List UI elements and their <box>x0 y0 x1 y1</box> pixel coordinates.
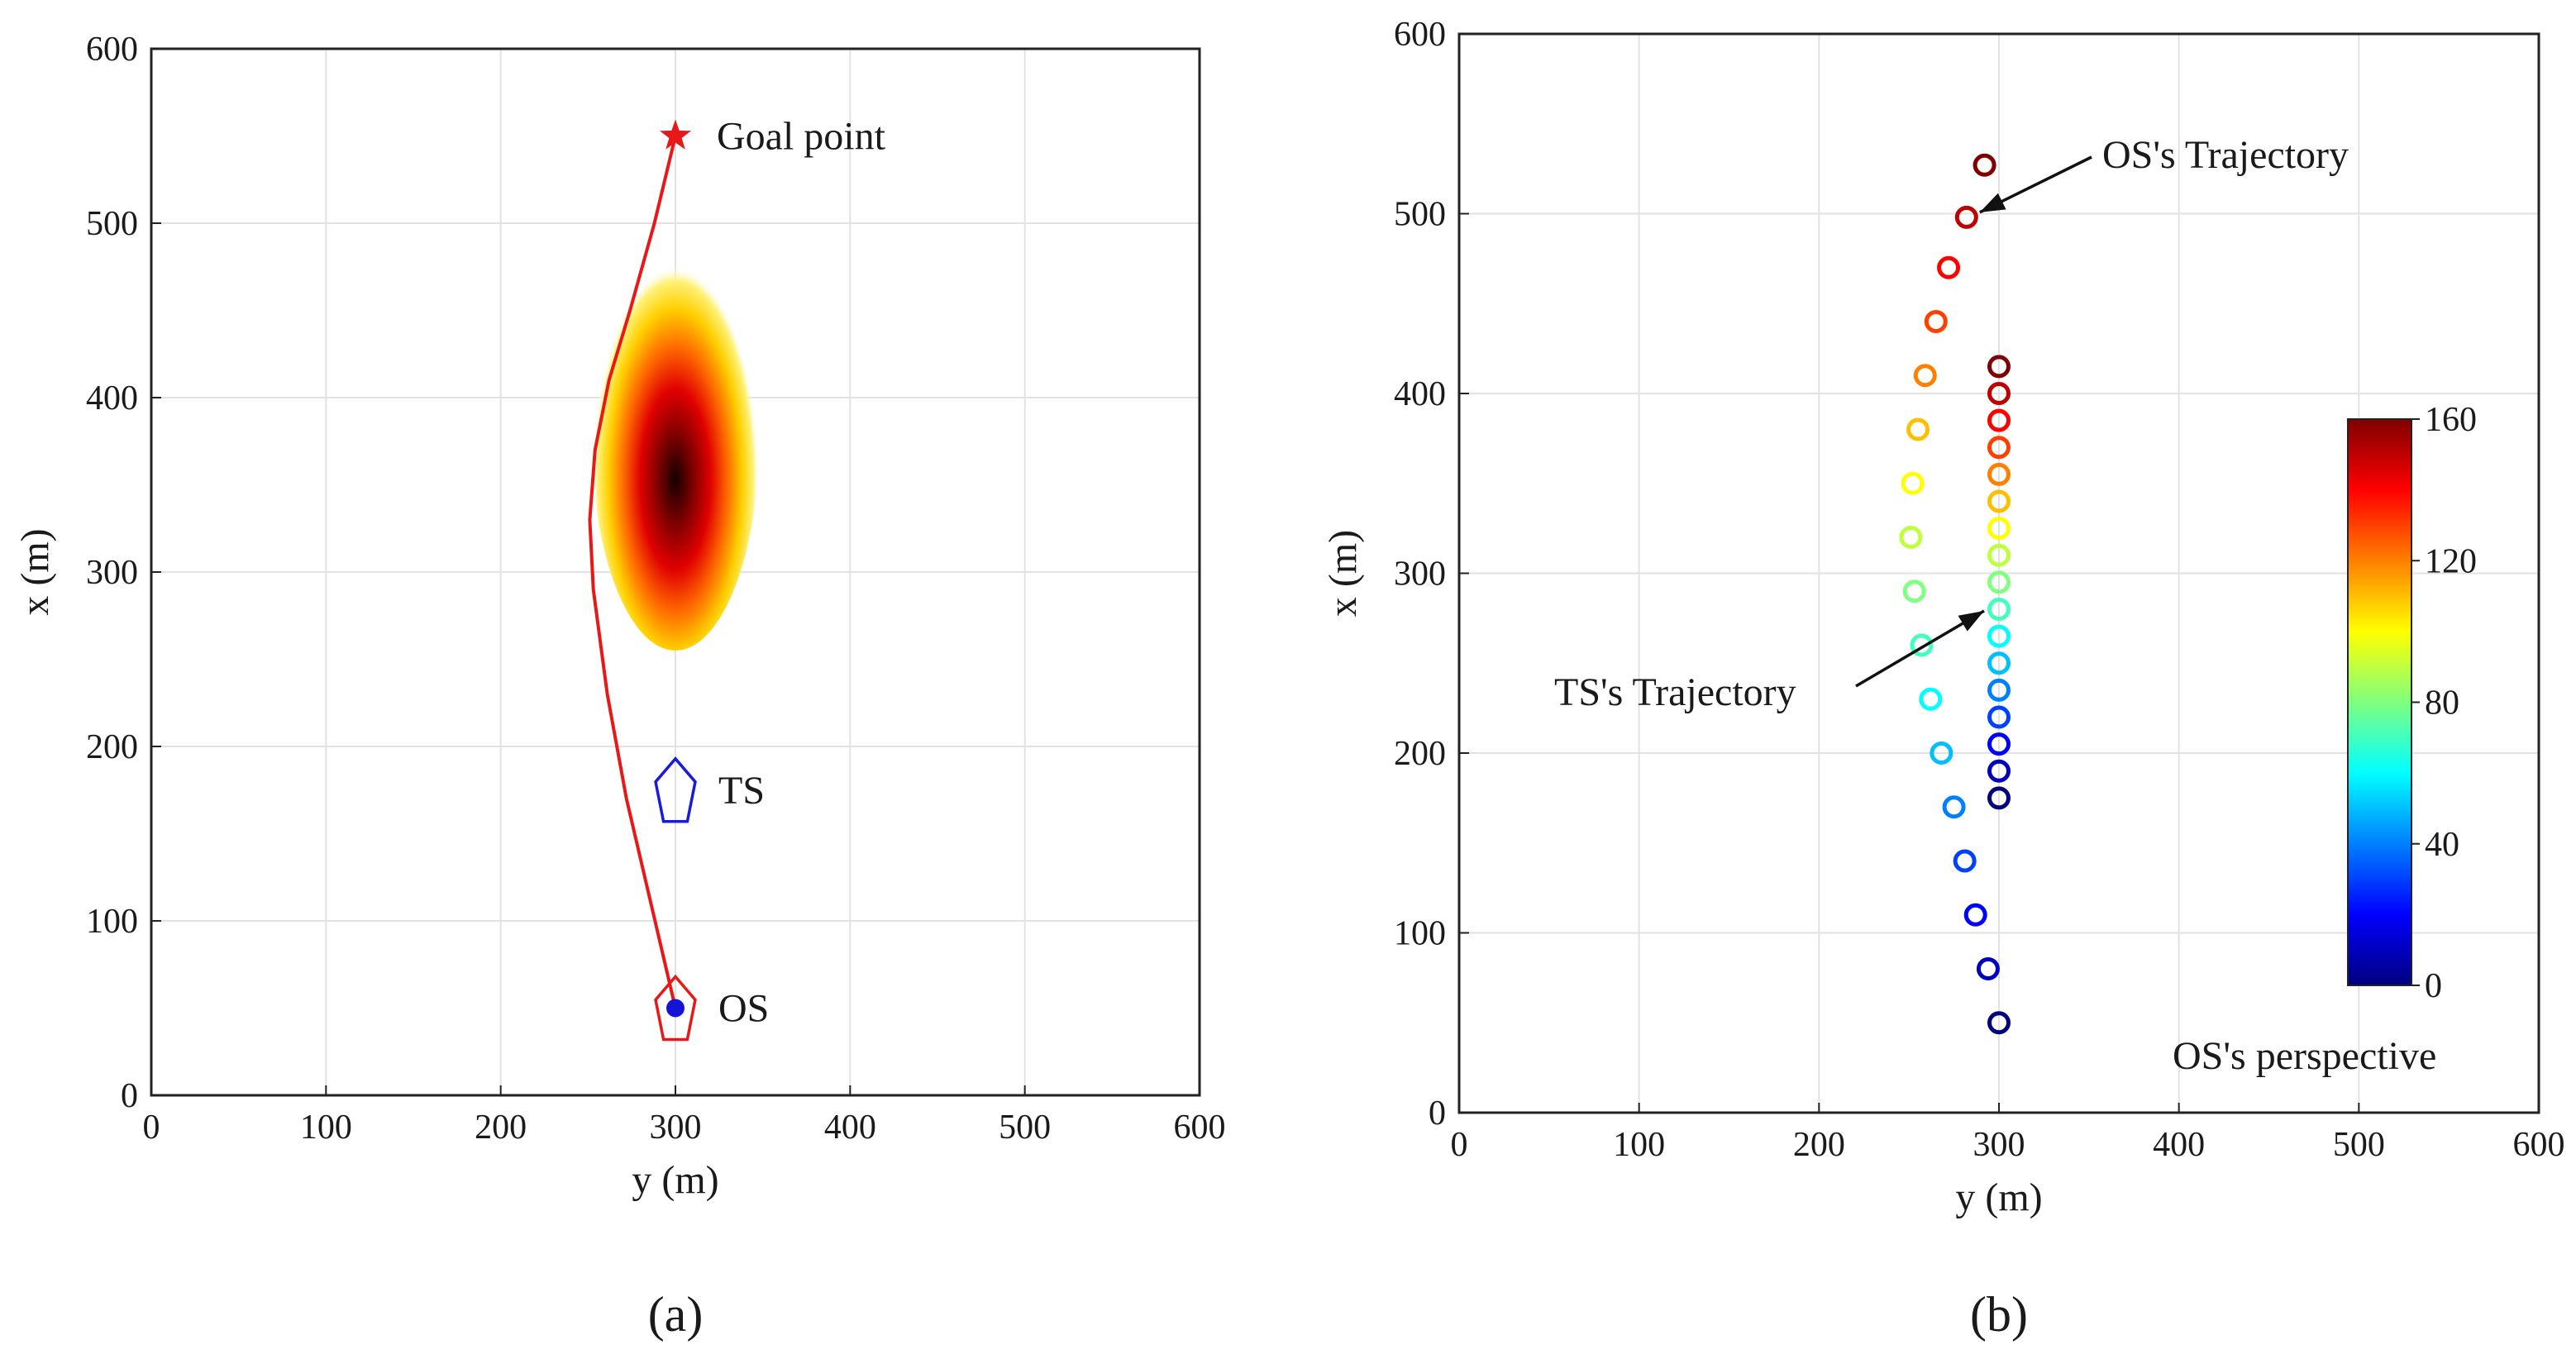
os-trajectory-point <box>1954 205 1978 229</box>
ts-trajectory-point <box>1987 732 2011 756</box>
colorbar-tick-label: 120 <box>2425 542 2477 580</box>
ts-trajectory-point <box>1987 624 2011 648</box>
ts-trajectory-point <box>1987 462 2011 486</box>
os-trajectory-point <box>1919 687 1943 711</box>
a-xtick-label: 400 <box>824 1109 876 1147</box>
a-ytick-label: 600 <box>86 31 138 69</box>
os-arrow-head <box>1979 193 2006 212</box>
b-ytick-label: 100 <box>1394 915 1446 953</box>
ts-trajectory-point <box>1987 543 2011 567</box>
ts-trajectory-point <box>1987 759 2011 783</box>
os-trajectory-point <box>1901 471 1925 495</box>
perspective-label: OS's perspective <box>2173 1034 2436 1078</box>
a-ytick-label: 500 <box>86 205 138 243</box>
os-trajectory-point <box>1937 255 1961 279</box>
annotation-arrows <box>1855 155 2092 688</box>
ts-trajectory-point <box>1987 408 2011 432</box>
panel-a-ticks: 0 100 200 300 400 500 600 0 100 200 300 400 500 600 <box>86 31 1226 1147</box>
ts-trajectory-label: TS's Trajectory <box>1554 670 1796 714</box>
trajectory-points <box>1899 153 2011 1035</box>
os-trajectory-point <box>1953 849 1977 873</box>
a-ytick-label: 200 <box>86 728 138 766</box>
os-label: OS <box>718 987 769 1031</box>
ts-trajectory-point <box>1987 705 2011 729</box>
colorbar <box>2347 418 2412 986</box>
ts-arrow-head <box>1958 611 1984 632</box>
a-ytick-label: 0 <box>121 1077 138 1115</box>
os-trajectory-label: OS's Trajectory <box>2102 133 2349 177</box>
colorbar-tick-label: 40 <box>2425 826 2459 864</box>
os-trajectory-point <box>1910 633 1934 657</box>
panel-b-caption: (b) <box>1970 1287 2028 1342</box>
ts-trajectory-point <box>1987 489 2011 513</box>
os-ship-icon <box>654 974 697 1042</box>
panel-a-ylabel: x (m) <box>13 528 57 615</box>
danger-zone-heatmap <box>591 222 760 651</box>
os-trajectory-point <box>1902 579 1926 603</box>
panel-a-trajectory-plot: Goal point TS OS 0 100 200 300 400 500 600 0 100… <box>13 31 1226 1342</box>
os-planned-path <box>588 136 677 1009</box>
a-xtick-label: 300 <box>650 1109 702 1147</box>
os-trajectory-point <box>1973 153 1996 177</box>
os-trajectory-point <box>1924 310 1948 333</box>
a-xtick-label: 0 <box>143 1109 160 1147</box>
b-xtick-label: 200 <box>1793 1126 1845 1164</box>
b-xtick-label: 600 <box>2513 1126 2565 1164</box>
ts-trajectory-point <box>1987 436 2011 460</box>
a-xtick-label: 500 <box>999 1109 1051 1147</box>
b-ytick-label: 500 <box>1394 196 1446 234</box>
b-xtick-label: 0 <box>1451 1126 1468 1164</box>
b-xtick-label: 100 <box>1613 1126 1665 1164</box>
ts-trajectory-point <box>1987 651 2011 675</box>
a-ytick-label: 400 <box>86 379 138 417</box>
ts-trajectory-point <box>1987 355 2011 379</box>
os-trajectory-point <box>1963 903 1987 927</box>
os-trajectory-point <box>1987 1011 2011 1035</box>
b-ytick-label: 200 <box>1394 735 1446 773</box>
b-ytick-label: 400 <box>1394 375 1446 413</box>
os-trajectory-point <box>1899 526 1923 549</box>
a-xtick-label: 100 <box>300 1109 352 1147</box>
ts-trajectory-point <box>1987 598 2011 621</box>
b-xtick-label: 500 <box>2333 1126 2385 1164</box>
ts-label: TS <box>718 769 765 813</box>
os-trajectory-point <box>1913 364 1937 388</box>
ts-ship-icon <box>654 756 697 823</box>
ts-trajectory-point <box>1987 786 2011 810</box>
colorbar-tick-label: 80 <box>2425 684 2459 722</box>
os-position-dot <box>666 999 685 1018</box>
goal-point-label: Goal point <box>717 115 886 159</box>
colorbar-ticks: 0 40 80 120 160 <box>2411 401 2477 1005</box>
b-xtick-label: 400 <box>2153 1126 2205 1164</box>
ts-trajectory-point <box>1987 678 2011 702</box>
b-ytick-label: 0 <box>1429 1094 1446 1132</box>
panel-b-ylabel: x (m) <box>1321 530 1365 617</box>
panel-a-caption: (a) <box>648 1287 704 1342</box>
danger-zone-ellipse <box>591 222 760 651</box>
ts-trajectory-point <box>1987 517 2011 541</box>
ts-trajectory-point <box>1987 382 2011 405</box>
goal-star-icon <box>660 119 691 150</box>
colorbar-tick-label: 0 <box>2425 967 2442 1005</box>
os-trajectory-point <box>1906 417 1930 441</box>
a-ytick-label: 100 <box>86 903 138 941</box>
a-xtick-label: 200 <box>475 1109 527 1147</box>
b-xtick-label: 300 <box>1973 1126 2025 1164</box>
b-ytick-label: 600 <box>1394 16 1446 54</box>
b-ytick-label: 300 <box>1394 556 1446 594</box>
a-ytick-label: 300 <box>86 554 138 592</box>
os-trajectory-point <box>1942 795 1966 819</box>
panel-b-xlabel: y (m) <box>1955 1175 2042 1219</box>
colorbar-tick-label: 160 <box>2425 401 2477 439</box>
ts-trajectory-point <box>1987 570 2011 594</box>
os-trajectory-point <box>1930 741 1953 765</box>
a-xtick-label: 600 <box>1174 1109 1226 1147</box>
os-trajectory-point <box>1976 957 2000 980</box>
panel-b-time-colored-trajectories: 0 40 80 120 160 OS's Trajectory TS's Traject… <box>1321 16 2565 1342</box>
panel-a-xlabel: y (m) <box>632 1158 718 1202</box>
